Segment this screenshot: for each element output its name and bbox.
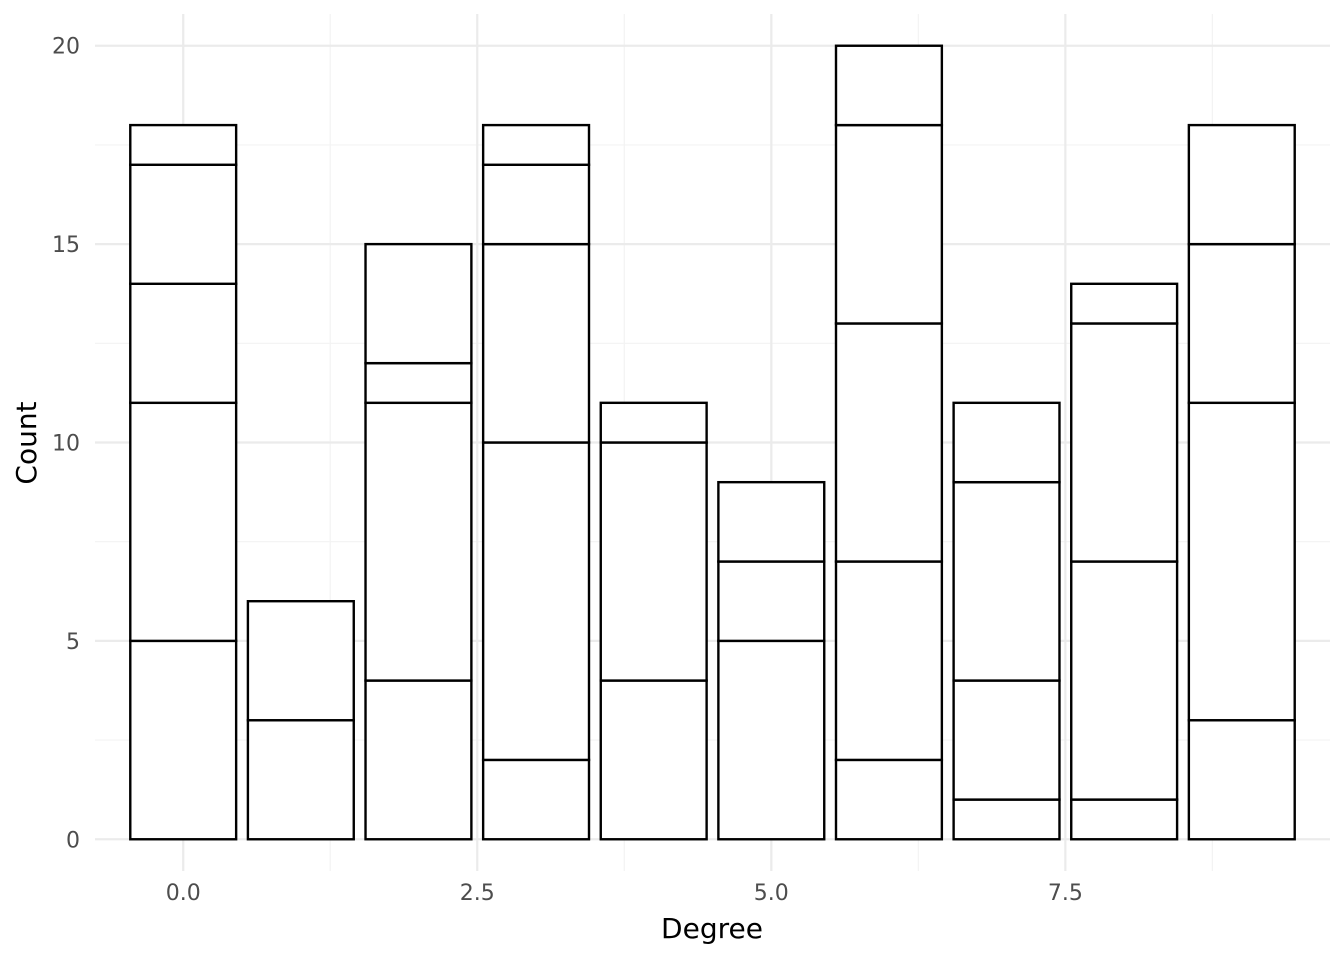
x-axis-title: Degree [661,912,763,945]
y-tick-label-0: 0 [66,828,80,853]
bar-6-segment-3 [834,123,944,325]
bar-7-segment-2 [952,480,1061,682]
bar-4-segment-1 [599,441,708,682]
bar-8-segment-0 [1070,798,1179,841]
bar-8-segment-1 [1070,560,1179,801]
bar-8-segment-3 [1070,282,1179,325]
bar-5-segment-2 [717,480,826,563]
bar-7-segment-1 [952,679,1061,801]
bar-3-segment-4 [481,123,591,166]
bar-5-segment-0 [717,639,826,841]
bar-0-segment-2 [129,282,238,405]
bar-2-segment-0 [364,679,473,841]
bar-6-segment-4 [834,44,944,127]
bar-9-segment-1 [1187,401,1296,722]
x-tick-label-1: 2.5 [460,881,495,906]
bar-4-segment-0 [599,679,708,841]
bar-4-segment-2 [599,401,708,444]
bar-5-segment-1 [717,560,826,643]
x-tick-label-3: 7.5 [1048,881,1083,906]
bar-6-segment-0 [834,758,944,841]
bar-0-segment-1 [129,401,238,643]
y-tick-label-4: 20 [52,35,80,60]
bar-6-segment-1 [834,560,944,762]
x-tick-label-0: 0.0 [166,881,201,906]
y-axis-title: Count [10,401,43,484]
y-tick-labels: 0 5 10 15 20 [52,35,80,854]
bar-0-segment-4 [129,123,238,166]
bar-2-segment-3 [364,242,473,365]
bar-1-segment-1 [246,600,355,722]
bar-1-segment-0 [246,719,355,841]
bar-9-segment-0 [1187,719,1296,841]
bar-2-segment-1 [364,401,473,682]
bars-group [129,44,1296,841]
x-tick-labels: 0.0 2.5 5.0 7.5 [166,881,1083,906]
bar-3-segment-2 [481,242,591,444]
bar-6-segment-2 [834,322,944,563]
bar-3-segment-0 [481,758,591,841]
bar-7-segment-0 [952,798,1061,841]
bar-8-segment-2 [1070,322,1179,563]
bar-2-segment-2 [364,361,473,405]
bar-7-segment-3 [952,401,1061,484]
x-tick-label-2: 5.0 [754,881,789,906]
y-tick-label-2: 10 [52,432,80,457]
bar-3-segment-1 [481,441,591,762]
bar-0-segment-3 [129,163,238,285]
bar-0-segment-0 [129,639,238,841]
bar-9-segment-3 [1187,123,1296,246]
y-tick-label-1: 5 [66,630,80,655]
bar-3-segment-3 [481,163,591,246]
bar-9-segment-2 [1187,242,1296,405]
y-tick-label-3: 15 [52,233,80,258]
